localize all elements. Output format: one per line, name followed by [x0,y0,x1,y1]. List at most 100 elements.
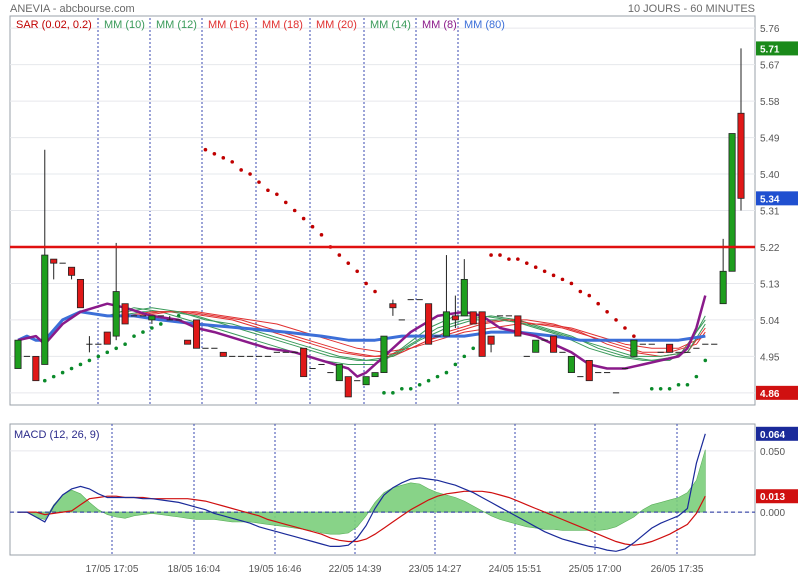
candle-body [112,291,120,337]
price-tick-label: 5.49 [760,134,780,145]
sar-dot [373,289,377,294]
sar-dot [230,160,235,164]
candle-body [50,258,58,264]
sar-dot [400,386,404,391]
macd-tag-label: 0.013 [760,492,785,503]
candle-body [514,315,522,337]
legend-item: MM (14) [370,19,411,31]
candle-body [121,303,129,325]
price-tick-label: 5.58 [760,97,780,108]
sar-dots [42,147,708,395]
moving-average-line [17,310,706,342]
legend-item: MM (18) [262,19,303,31]
macd-line [18,433,706,552]
sar-dot [533,265,538,270]
sar-dot [292,208,297,213]
sar-dot [560,277,565,282]
sar-dot [337,253,342,257]
sar-dot [310,224,315,229]
price-tag-box [756,385,798,400]
time-tick-label: 25/05 17:00 [569,564,622,575]
sar-dot [498,253,502,257]
candle-body [335,364,343,382]
candle-body [14,339,22,369]
sar-dot [408,386,413,391]
sar-dot [123,342,127,347]
legend-item: MM (12) [156,19,197,31]
sar-dot [453,362,458,367]
candle-body [362,376,370,386]
legend-item: MM (8) [422,19,457,31]
legend-item: MM (10) [104,19,145,31]
sar-dot [471,346,476,351]
sar-dot [248,172,252,176]
sar-dot [596,301,600,306]
price-tick-label: 4.95 [760,352,780,363]
sar-dot [694,374,699,379]
sar-dot [364,281,368,286]
sar-dot [426,378,431,383]
candle-body [451,315,459,321]
candles [14,48,745,398]
candle-body [300,347,308,378]
price-tag-box [756,191,798,206]
candle-body [728,133,736,272]
candle-body [219,351,227,357]
price-tick-label: 5.40 [760,170,780,181]
price-tags: 5.71 5.34 4.86 [756,41,798,400]
sar-dot [551,273,556,278]
sar-dot [685,382,690,387]
sar-dot [221,156,226,160]
time-tick-label: 17/05 17:05 [86,564,139,575]
sar-dot [516,257,520,261]
candle-body [487,335,495,345]
sar-dot [489,253,493,257]
macd-tag-box [756,426,798,441]
sar-dot [69,366,74,371]
price-tick-label: 5.22 [760,243,780,254]
sar-dot [132,334,136,338]
candle-body [737,112,745,199]
sar-dot [355,269,359,274]
sar-dot [42,378,47,383]
price-tick-label: 5.04 [760,316,780,327]
legend-item: MM (20) [316,19,357,31]
candle-body [425,303,433,345]
sar-dot [587,293,592,298]
macd-legend: MACD (12, 26, 9) [14,429,100,441]
sar-dot [623,326,627,330]
macd-tick-label: 0.050 [760,447,785,458]
candle-body [567,355,575,373]
legend-item: SAR (0.02, 0.2) [16,19,92,31]
time-tick-label: 23/05 14:27 [409,564,462,575]
candle-body [460,278,468,317]
candle-body [442,311,450,337]
time-tick-label: 19/05 16:46 [249,564,302,575]
price-tag-label: 5.34 [760,194,780,205]
candle-body [32,355,40,382]
time-tick-label: 26/05 17:35 [651,564,704,575]
time-tick-label: 22/05 14:39 [329,564,382,575]
candle-body [192,319,201,349]
candle-body [550,335,558,353]
price-axis-ticks: 5.76 5.67 5.58 5.49 5.40 5.31 5.22 5.13 5.04 4.95… [760,24,780,400]
candle-body [103,331,111,345]
macd-series [10,433,755,552]
legend-item: MM (16) [208,19,249,31]
price-tick-label: 5.31 [760,207,780,218]
sar-dot [319,233,324,237]
sar-dot [417,382,422,387]
candle-body [344,376,352,398]
candle-body [719,270,727,305]
sar-dot [676,382,681,387]
time-axis-ticks: 17/05 17:05 18/05 16:04 19/05 16:46 22/05 1… [86,564,704,575]
sar-dot [150,326,154,330]
sar-dot [382,391,386,395]
sar-dot [257,180,261,184]
price-tick-label: 5.67 [760,61,780,72]
sar-dot [96,354,101,359]
price-tag-label: 4.86 [760,389,780,400]
sar-dot [301,216,306,221]
indicator-legend: SAR (0.02, 0.2) MM (10) MM (12) MM (16) MM (… [16,19,505,31]
candle-body [478,311,486,357]
